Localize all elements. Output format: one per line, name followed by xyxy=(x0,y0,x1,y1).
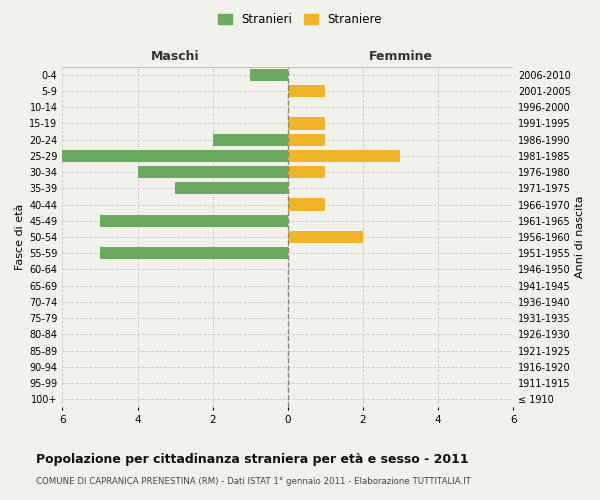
Y-axis label: Anni di nascita: Anni di nascita xyxy=(575,196,585,278)
Text: Maschi: Maschi xyxy=(151,50,199,64)
Legend: Stranieri, Straniere: Stranieri, Straniere xyxy=(213,8,387,31)
Bar xyxy=(288,134,325,146)
Bar xyxy=(288,150,400,162)
Bar xyxy=(100,214,288,227)
Bar xyxy=(175,182,288,194)
Text: COMUNE DI CAPRANICA PRENESTINA (RM) - Dati ISTAT 1° gennaio 2011 - Elaborazione : COMUNE DI CAPRANICA PRENESTINA (RM) - Da… xyxy=(36,478,471,486)
Bar xyxy=(288,231,363,243)
Bar xyxy=(288,85,325,97)
Bar xyxy=(62,150,288,162)
Bar xyxy=(137,166,288,178)
Text: Popolazione per cittadinanza straniera per età e sesso - 2011: Popolazione per cittadinanza straniera p… xyxy=(36,452,469,466)
Y-axis label: Fasce di età: Fasce di età xyxy=(15,204,25,270)
Text: Femmine: Femmine xyxy=(368,50,433,64)
Bar xyxy=(100,247,288,260)
Bar xyxy=(288,166,325,178)
Bar xyxy=(288,198,325,210)
Bar xyxy=(288,118,325,130)
Bar xyxy=(250,68,288,81)
Bar xyxy=(212,134,288,146)
